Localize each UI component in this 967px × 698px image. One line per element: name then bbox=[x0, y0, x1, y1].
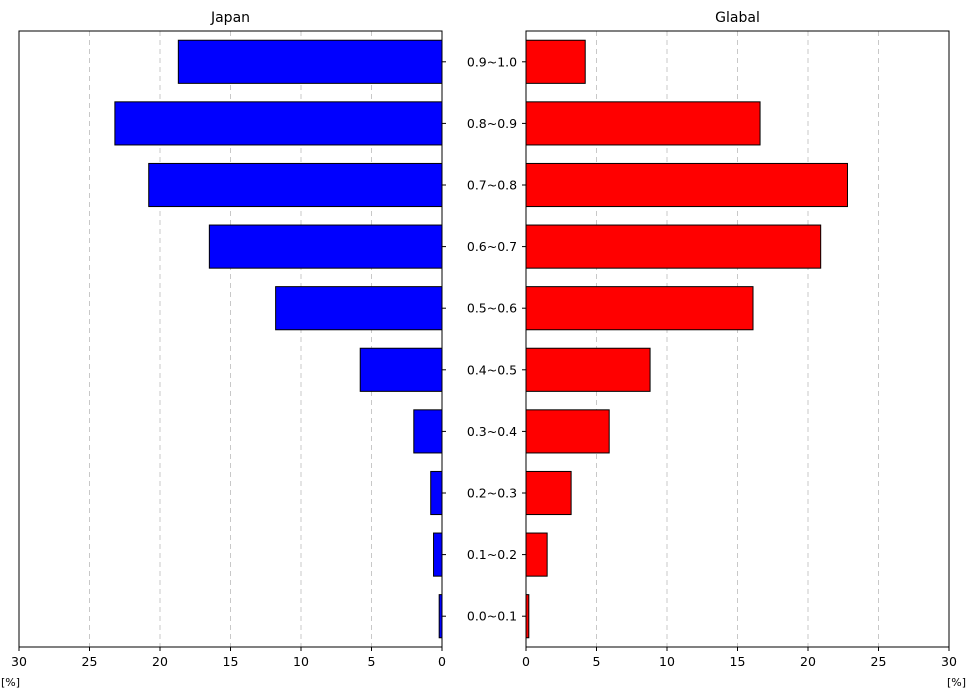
category-label: 0.3~0.4 bbox=[467, 424, 517, 439]
japan-x-tick-label: 20 bbox=[152, 654, 168, 669]
japan-x-tick-label: 10 bbox=[293, 654, 309, 669]
global-x-tick-label: 15 bbox=[730, 654, 746, 669]
japan-bar bbox=[430, 470, 443, 516]
japan-bar bbox=[177, 39, 443, 84]
global-bar bbox=[525, 409, 610, 454]
global-x-tick-label: 5 bbox=[593, 654, 601, 669]
japan-x-tick-label: 0 bbox=[438, 654, 446, 669]
category-label: 0.1~0.2 bbox=[467, 547, 517, 562]
global-bar bbox=[525, 224, 822, 269]
global-bar bbox=[525, 101, 761, 146]
global-bar bbox=[525, 347, 651, 392]
japan-bar bbox=[148, 162, 443, 208]
japan-x-tick-label: 30 bbox=[11, 654, 27, 669]
global-bar bbox=[525, 162, 848, 208]
global-x-tick-label: 30 bbox=[941, 654, 957, 669]
global-x-tick-label: 25 bbox=[871, 654, 887, 669]
global-bar bbox=[525, 470, 572, 516]
category-label: 0.7~0.8 bbox=[467, 178, 517, 193]
global-x-tick-label: 20 bbox=[800, 654, 816, 669]
category-label: 0.9~1.0 bbox=[467, 54, 517, 69]
global-bar bbox=[525, 286, 754, 331]
category-label: 0.2~0.3 bbox=[467, 486, 517, 501]
global-panel-title: Glabal bbox=[715, 10, 760, 26]
category-label: 0.0~0.1 bbox=[467, 609, 517, 624]
japan-bar bbox=[413, 409, 443, 454]
japan-panel-title: Japan bbox=[210, 10, 250, 26]
category-labels: 0.0~0.1 0.1~0.2 0.2~0.3 0.3~0.4 0.4~0.5 0.5~0… bbox=[442, 54, 526, 624]
japan-bar bbox=[114, 101, 443, 146]
japan-bar bbox=[433, 532, 443, 577]
japan-x-unit-label: [%] bbox=[1, 676, 20, 689]
japan-x-tick-label: 15 bbox=[223, 654, 239, 669]
japan-bar bbox=[359, 347, 443, 392]
global-x-tick-label: 0 bbox=[522, 654, 530, 669]
japan-bar bbox=[275, 286, 443, 331]
global-bar bbox=[525, 532, 548, 577]
category-label: 0.4~0.5 bbox=[467, 362, 517, 377]
japan-x-tick-label: 5 bbox=[368, 654, 376, 669]
category-label: 0.5~0.6 bbox=[467, 301, 517, 316]
category-label: 0.8~0.9 bbox=[467, 116, 517, 131]
japan-panel: 30 25 20 15 10 5 0 Japan [%] bbox=[1, 10, 446, 689]
global-bar bbox=[525, 39, 586, 84]
global-panel: 0 5 10 15 20 25 30 Glabal [%] bbox=[522, 10, 966, 689]
category-label: 0.6~0.7 bbox=[467, 239, 517, 254]
global-x-tick-label: 10 bbox=[659, 654, 675, 669]
global-x-unit-label: [%] bbox=[947, 676, 966, 689]
japan-bar bbox=[208, 224, 443, 269]
japan-x-tick-label: 25 bbox=[82, 654, 98, 669]
